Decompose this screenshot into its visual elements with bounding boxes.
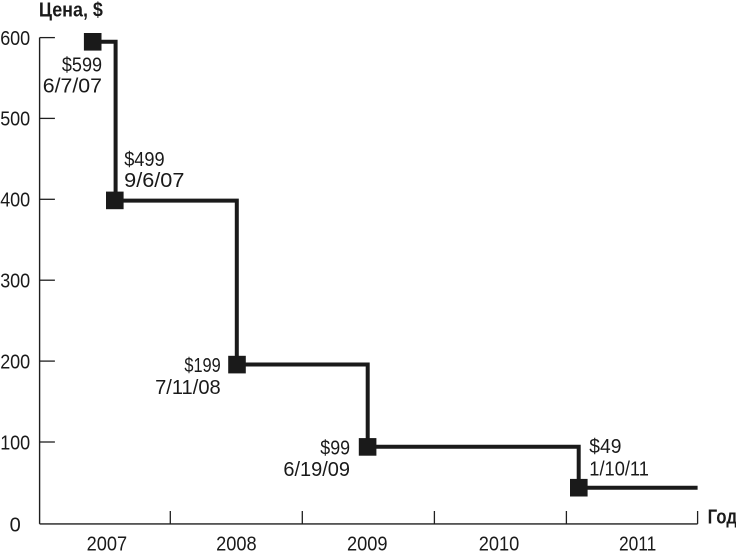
svg-text:2009: 2009 bbox=[347, 533, 388, 552]
svg-text:600: 600 bbox=[0, 28, 30, 50]
svg-text:$499: $499 bbox=[124, 149, 164, 171]
svg-text:Год: Год bbox=[708, 505, 736, 528]
svg-text:7/11/08: 7/11/08 bbox=[155, 377, 221, 399]
svg-text:9/6/07: 9/6/07 bbox=[124, 170, 184, 192]
svg-text:2007: 2007 bbox=[87, 533, 128, 552]
svg-text:Цена, $: Цена, $ bbox=[39, 0, 104, 21]
svg-text:500: 500 bbox=[0, 109, 30, 131]
svg-text:100: 100 bbox=[0, 432, 30, 454]
svg-text:2010: 2010 bbox=[479, 533, 520, 552]
svg-text:2011: 2011 bbox=[619, 533, 656, 552]
svg-text:$49: $49 bbox=[589, 436, 621, 458]
svg-text:$99: $99 bbox=[320, 437, 350, 459]
svg-text:6/7/07: 6/7/07 bbox=[43, 76, 102, 98]
svg-text:0: 0 bbox=[10, 514, 21, 536]
svg-text:$599: $599 bbox=[62, 54, 102, 76]
svg-text:$199: $199 bbox=[184, 355, 220, 377]
svg-text:200: 200 bbox=[0, 351, 30, 373]
svg-text:400: 400 bbox=[0, 190, 30, 212]
svg-text:300: 300 bbox=[0, 271, 30, 293]
svg-text:2008: 2008 bbox=[216, 533, 257, 552]
svg-text:6/19/09: 6/19/09 bbox=[283, 459, 350, 481]
svg-text:1/10/11: 1/10/11 bbox=[589, 459, 649, 481]
